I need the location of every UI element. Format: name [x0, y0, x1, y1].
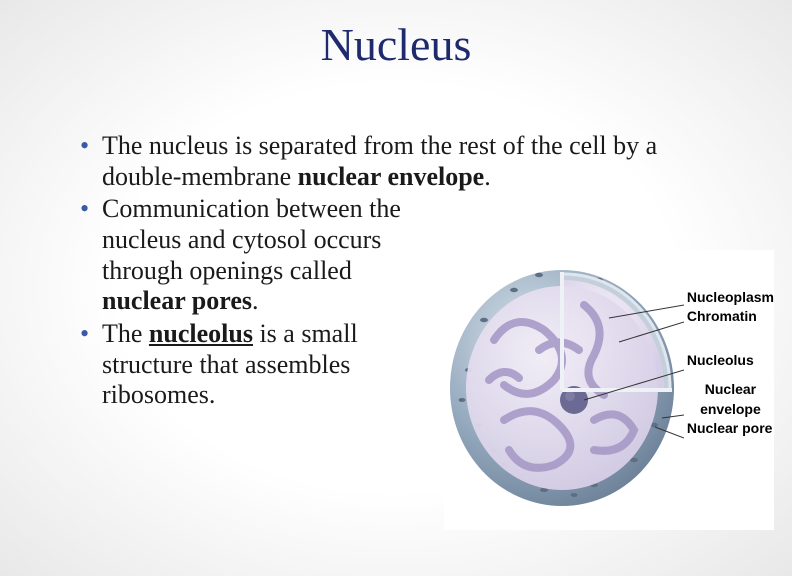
bullet-2-bold: nuclear pores [102, 286, 252, 315]
bullet-3: The nucleolus is a small structure that … [80, 319, 430, 411]
nucleus-diagram: Nucleoplasm Chromatin Nucleolus Nuclear … [444, 250, 774, 530]
bullet-1-bold: nuclear envelope [298, 162, 485, 191]
label-nucleolus: Nucleolus [687, 353, 774, 368]
bullet-2-text-post: . [252, 286, 259, 315]
label-pore: Nuclear pore [687, 421, 774, 436]
label-envelope-l1: Nuclear [687, 382, 774, 397]
bullet-2: Communication between the nucleus and cy… [80, 194, 430, 317]
label-nucleoplasm: Nucleoplasm [687, 290, 774, 305]
bullet-3-text-pre: The [102, 319, 149, 348]
label-envelope-l2: envelope [687, 402, 774, 417]
diagram-labels: Nucleoplasm Chromatin Nucleolus Nuclear … [687, 290, 774, 440]
nucleus-svg [444, 250, 684, 510]
label-chromatin: Chromatin [687, 309, 774, 324]
bullet-2-text-pre: Communication between the nucleus and cy… [102, 194, 401, 284]
page-title: Nucleus [0, 0, 792, 71]
bullet-3-bold: nucleolus [149, 319, 253, 348]
bullet-1: The nucleus is separated from the rest o… [80, 131, 720, 192]
bullet-1-text-post: . [484, 162, 491, 191]
